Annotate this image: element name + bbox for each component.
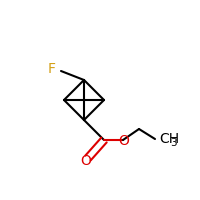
Text: O: O [119,134,129,148]
Text: CH: CH [159,132,179,146]
Text: 3: 3 [170,138,177,148]
Text: F: F [48,62,56,76]
Text: O: O [81,154,91,168]
